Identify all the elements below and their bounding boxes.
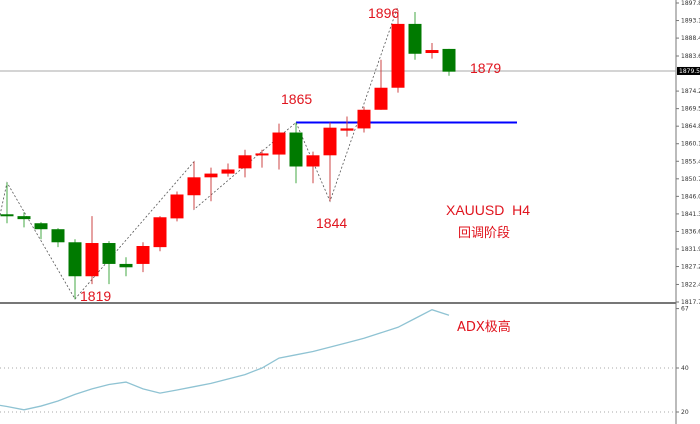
candle-body [425,50,439,54]
pivot-label-1865: 1865 [281,91,313,107]
adx-tick-label: 40 [681,365,689,372]
price-tick-label: 1817.70 [681,299,700,306]
pivot-label-1896: 1896 [368,5,400,21]
candle-body [374,87,388,110]
candle-body [255,153,269,156]
candle-body [204,173,218,178]
price-tick-label: 1827.20 [681,264,700,271]
candle-body [0,214,14,217]
price-tick-label: 1841.30 [681,211,700,218]
pivot-label-1819: 1819 [80,288,112,304]
candle-body [187,177,201,196]
price-tick-label: 1836.60 [681,228,700,235]
candle-body [391,23,405,88]
price-tick-label: 1846.00 [681,193,700,200]
candle-body [68,242,82,277]
current-price-badge [677,66,700,75]
candle-body [170,194,184,219]
adx-line [0,308,450,411]
price-tick-label: 1883.60 [681,53,700,60]
candle-body [323,127,337,156]
candle-body [221,169,235,174]
current-price-text: 1879.59 [679,68,700,75]
price-tick-label: 1893.10 [681,18,700,25]
candle-body [357,109,371,129]
candle-body [136,246,150,264]
price-tick-label: 1831.90 [681,246,700,253]
candle-body [153,217,167,248]
pivot-label-1844: 1844 [316,215,348,231]
candle-body [51,229,65,243]
candle-body [408,23,422,54]
price-tick-label: 1888.40 [681,35,700,42]
price-tick-label: 1897.80 [681,0,700,7]
adx-tick-label: 67 [681,306,689,313]
pivot-label-1879: 1879 [470,60,502,76]
candle-body [119,263,133,268]
candle-body [85,243,99,277]
price-tick-label: 1855.40 [681,158,700,165]
adx-label: ADX极高 [457,320,511,335]
candle-body [272,132,286,155]
adx-tick-label: 20 [681,409,689,416]
zigzag-line [0,5,399,300]
candle-body [34,223,48,230]
phase-label: 回调阶段 [458,226,511,241]
price-tick-label: 1860.10 [681,141,700,148]
price-tick-label: 1874.20 [681,88,700,95]
candle-body [306,155,320,167]
candle-body [102,243,116,264]
price-tick-label: 1822.40 [681,281,700,288]
price-tick-label: 1869.50 [681,106,700,113]
price-tick-label: 1850.70 [681,176,700,183]
candle-body [442,48,456,72]
candle-body [238,155,252,169]
candle-body [289,132,303,167]
candle-body [17,216,31,220]
price-tick-label: 1864.80 [681,123,700,130]
candle-body [340,128,354,131]
symbol-label: XAUUSD H4 [446,202,531,218]
